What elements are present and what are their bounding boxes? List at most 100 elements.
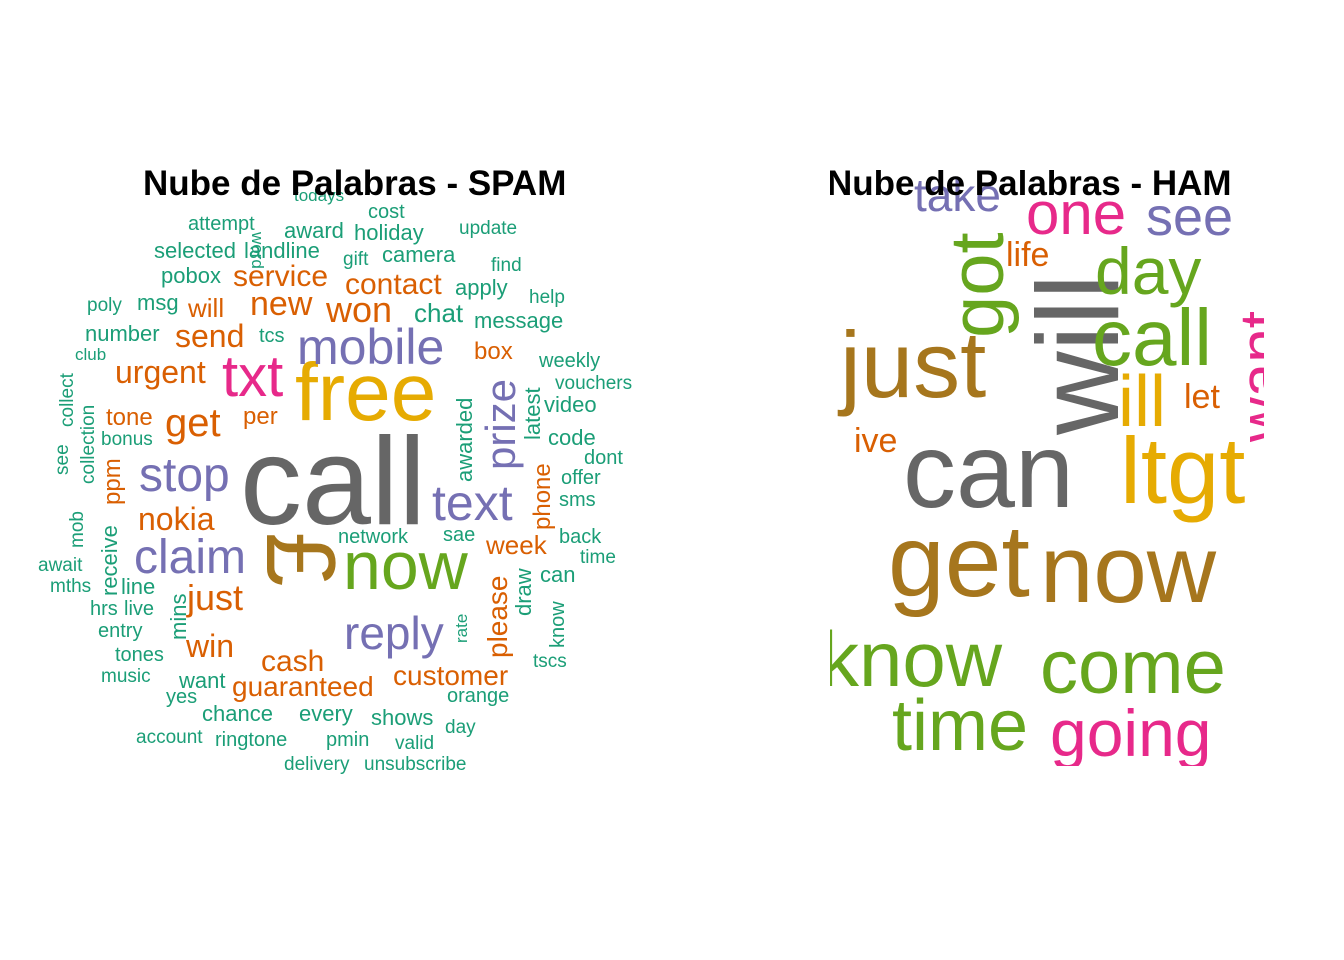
ham-word-life: life	[1006, 236, 1050, 274]
word-line: line	[121, 574, 156, 599]
word-music: music	[101, 666, 151, 687]
word-pobox: pobox	[161, 263, 221, 288]
word-word: word	[248, 232, 267, 269]
word-see: see	[52, 444, 73, 475]
word-new: new	[250, 285, 313, 323]
word-prize: prize	[477, 378, 524, 470]
word-cash: cash	[261, 645, 325, 678]
word-receive: receive	[97, 525, 122, 596]
word-valid: valid	[395, 733, 435, 754]
word-won: won	[326, 289, 393, 330]
word-tscs: tscs	[533, 651, 567, 672]
word-sae: sae	[443, 524, 476, 546]
word-attempt: attempt	[188, 213, 255, 235]
word-claim: claim	[134, 531, 247, 584]
word-chance: chance	[202, 701, 273, 726]
word-offer: offer	[561, 467, 601, 489]
word-now: now	[343, 528, 468, 604]
word-per: per	[243, 403, 278, 430]
word-dont: dont	[584, 447, 623, 469]
ham-word-ive: ive	[854, 422, 898, 460]
word-day: day	[445, 717, 476, 738]
word-holiday: holiday	[354, 220, 424, 245]
ham-word-get: get	[888, 504, 1030, 618]
word-ringtone: ringtone	[215, 729, 288, 751]
word-reply: reply	[344, 607, 444, 659]
word-mths: mths	[50, 576, 92, 597]
word-todays: todays	[294, 186, 345, 205]
word-week: week	[486, 530, 547, 560]
word-just: just	[187, 577, 244, 618]
ham-word-take: take	[914, 170, 1001, 221]
word-time: time	[580, 547, 616, 568]
word-want: want	[179, 668, 226, 693]
ham-word-want: want	[1228, 311, 1264, 442]
word-urgent: urgent	[115, 354, 206, 390]
word-apply: apply	[455, 275, 508, 300]
word-video: video	[544, 392, 597, 417]
word-hrs: hrs	[90, 598, 118, 620]
word-collect: collect	[57, 373, 78, 427]
word-mins: mins	[166, 593, 191, 640]
ham-word-call: call	[1092, 293, 1213, 382]
word-service: service	[233, 260, 329, 293]
spam-cloud-title: Nube de Palabras - SPAM	[143, 164, 567, 203]
ham-word-got: got	[935, 232, 1020, 338]
word-know: know	[547, 601, 569, 648]
ham-cloud-title: Nube de Palabras - HAM	[830, 170, 1232, 203]
word-landline: landline	[244, 238, 320, 263]
word-can: can	[540, 562, 576, 587]
word-mobile: mobile	[297, 319, 445, 375]
word-free: free	[295, 347, 437, 438]
word-poly: poly	[87, 295, 122, 316]
word-call: call	[240, 413, 427, 551]
word-contact: contact	[345, 268, 442, 301]
ham-word-day: day	[1095, 234, 1202, 308]
word-msg: msg	[137, 290, 179, 315]
word-gift: gift	[343, 249, 369, 270]
word-please: please	[482, 575, 513, 658]
word-sms: sms	[559, 489, 596, 511]
word-nokia: nokia	[138, 501, 215, 537]
word-selected: selected	[154, 238, 236, 263]
word-message: message	[474, 308, 564, 333]
word-text: text	[432, 475, 513, 531]
word-shows: shows	[371, 705, 434, 730]
word-network: network	[338, 526, 409, 548]
word-bonus: bonus	[101, 429, 153, 450]
word-send: send	[175, 318, 245, 354]
word-rate: rate	[452, 613, 471, 643]
word-phone: phone	[529, 463, 556, 530]
ham-word-now: now	[1040, 516, 1217, 623]
word-code: code	[548, 425, 596, 450]
ham-word-ltgt: ltgt	[1120, 418, 1246, 523]
ham-word-come: come	[1040, 625, 1226, 710]
word-camera: camera	[382, 242, 456, 267]
word-tone: tone	[106, 404, 153, 431]
ham-word-ill: ill	[1118, 362, 1166, 442]
word-help: help	[529, 287, 565, 308]
ham-word-know: know	[830, 615, 1003, 703]
word-chat: chat	[414, 298, 464, 328]
word-unsubscribe: unsubscribe	[364, 754, 467, 775]
word-tones: tones	[115, 644, 164, 666]
word-latest: latest	[520, 387, 545, 440]
ham-word-see: see	[1146, 187, 1234, 247]
word-ppm: ppm	[99, 458, 126, 505]
word-vouchers: vouchers	[555, 373, 633, 394]
word-orange: orange	[447, 685, 510, 707]
word-account: account	[136, 727, 203, 748]
word-pound-sign: £	[246, 532, 356, 587]
word-await: await	[38, 555, 83, 576]
ham-wordcloud: Nube de Palabras - HAM can will get now …	[830, 170, 1264, 766]
word-club: club	[75, 345, 107, 364]
ham-word-going: going	[1050, 696, 1212, 766]
word-weekly: weekly	[539, 350, 601, 372]
word-stop: stop	[139, 449, 230, 502]
word-entry: entry	[98, 620, 143, 642]
word-yes: yes	[166, 686, 198, 708]
ham-word-let: let	[1184, 378, 1220, 416]
word-will: will	[188, 293, 225, 323]
word-awarded: awarded	[452, 397, 477, 482]
word-txt: txt	[222, 344, 284, 409]
